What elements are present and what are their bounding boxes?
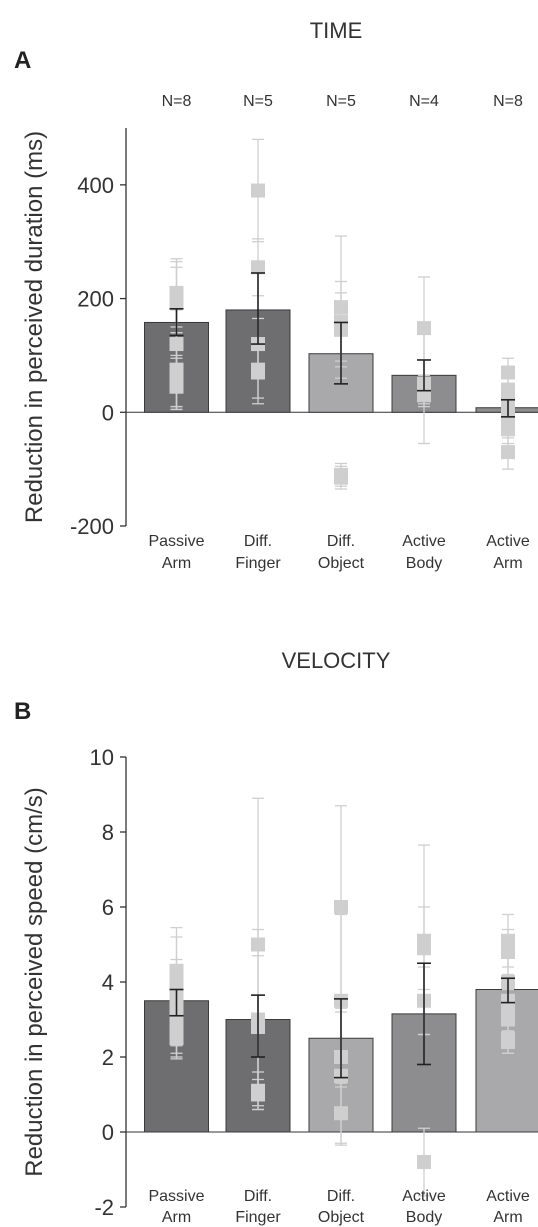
- n-label: N=5: [326, 93, 356, 110]
- participant-marker: [501, 933, 515, 948]
- participant-marker: [334, 467, 348, 482]
- participant-marker: [251, 937, 265, 952]
- y-tick-label: 400: [77, 173, 114, 198]
- participant-marker: [417, 321, 431, 336]
- participant-marker: [501, 422, 515, 437]
- chart-title: TIME: [310, 18, 363, 43]
- category-label: Diff.: [244, 533, 272, 550]
- participant-marker: [501, 1005, 515, 1019]
- participant-marker: [417, 1155, 431, 1169]
- n-label: N=8: [162, 93, 192, 110]
- participant-marker: [169, 365, 184, 380]
- category-label: Arm: [493, 555, 522, 572]
- category-label: Diff.: [327, 533, 355, 550]
- participant-marker: [169, 963, 184, 978]
- category-label: Diff.: [244, 1188, 272, 1205]
- y-tick-label: 10: [90, 745, 114, 770]
- participant-marker: [334, 300, 348, 315]
- category-label: Arm: [162, 1209, 191, 1226]
- y-tick-label: -2: [94, 1195, 114, 1220]
- bar: [475, 989, 538, 1133]
- y-tick-label: 0: [102, 1120, 114, 1145]
- category-label: Active: [402, 1188, 446, 1205]
- participant-marker: [501, 365, 515, 380]
- n-label: N=4: [409, 93, 439, 110]
- participant-marker: [501, 445, 515, 460]
- participant-marker: [251, 1083, 265, 1098]
- panel-letter: B: [14, 698, 31, 725]
- chart-panel-a: TIME A Reduction in perceived duration (ms…: [14, 18, 538, 572]
- y-axis-label: Reduction in perceived speed (cm/s): [21, 787, 48, 1177]
- participant-marker: [417, 941, 431, 956]
- category-label: Active: [486, 1188, 530, 1205]
- y-tick-label: 4: [102, 970, 114, 995]
- participant-marker: [501, 1035, 515, 1049]
- category-label: Passive: [148, 533, 204, 550]
- category-label: Object: [318, 1209, 365, 1226]
- category-label: Body: [406, 555, 442, 572]
- category-label: Arm: [493, 1209, 522, 1226]
- participant-marker: [334, 900, 348, 914]
- category-label: Active: [486, 533, 530, 550]
- participant-marker: [251, 260, 265, 275]
- y-axis-label: Reduction in perceived duration (ms): [21, 131, 48, 523]
- panel-letter: A: [14, 47, 31, 74]
- participant-marker: [251, 365, 265, 380]
- chart-panel-b: VELOCITY B Reduction in perceived speed (c…: [14, 648, 538, 1226]
- y-tick-label: 8: [102, 820, 114, 845]
- participant-marker: [169, 376, 184, 391]
- category-label: Arm: [162, 555, 191, 572]
- category-label: Object: [318, 555, 365, 572]
- chart-title: VELOCITY: [282, 648, 391, 673]
- participant-marker: [169, 294, 184, 309]
- category-label: Body: [406, 1209, 442, 1226]
- y-tick-label: -200: [70, 514, 114, 539]
- participant-marker: [169, 337, 184, 352]
- category-label: Finger: [235, 1209, 281, 1226]
- y-tick-label: 6: [102, 895, 114, 920]
- category-label: Passive: [148, 1188, 204, 1205]
- participant-marker: [169, 975, 184, 989]
- y-tick-label: 2: [102, 1045, 114, 1070]
- category-label: Finger: [235, 555, 281, 572]
- participant-marker: [169, 1031, 184, 1046]
- n-label: N=8: [493, 93, 523, 110]
- participant-marker: [334, 1106, 348, 1121]
- n-label: N=5: [243, 93, 273, 110]
- y-tick-label: 200: [77, 287, 114, 312]
- y-tick-label: 0: [102, 400, 114, 425]
- participant-marker: [501, 945, 515, 959]
- category-label: Diff.: [327, 1188, 355, 1205]
- participant-marker: [251, 183, 265, 198]
- category-label: Active: [402, 533, 446, 550]
